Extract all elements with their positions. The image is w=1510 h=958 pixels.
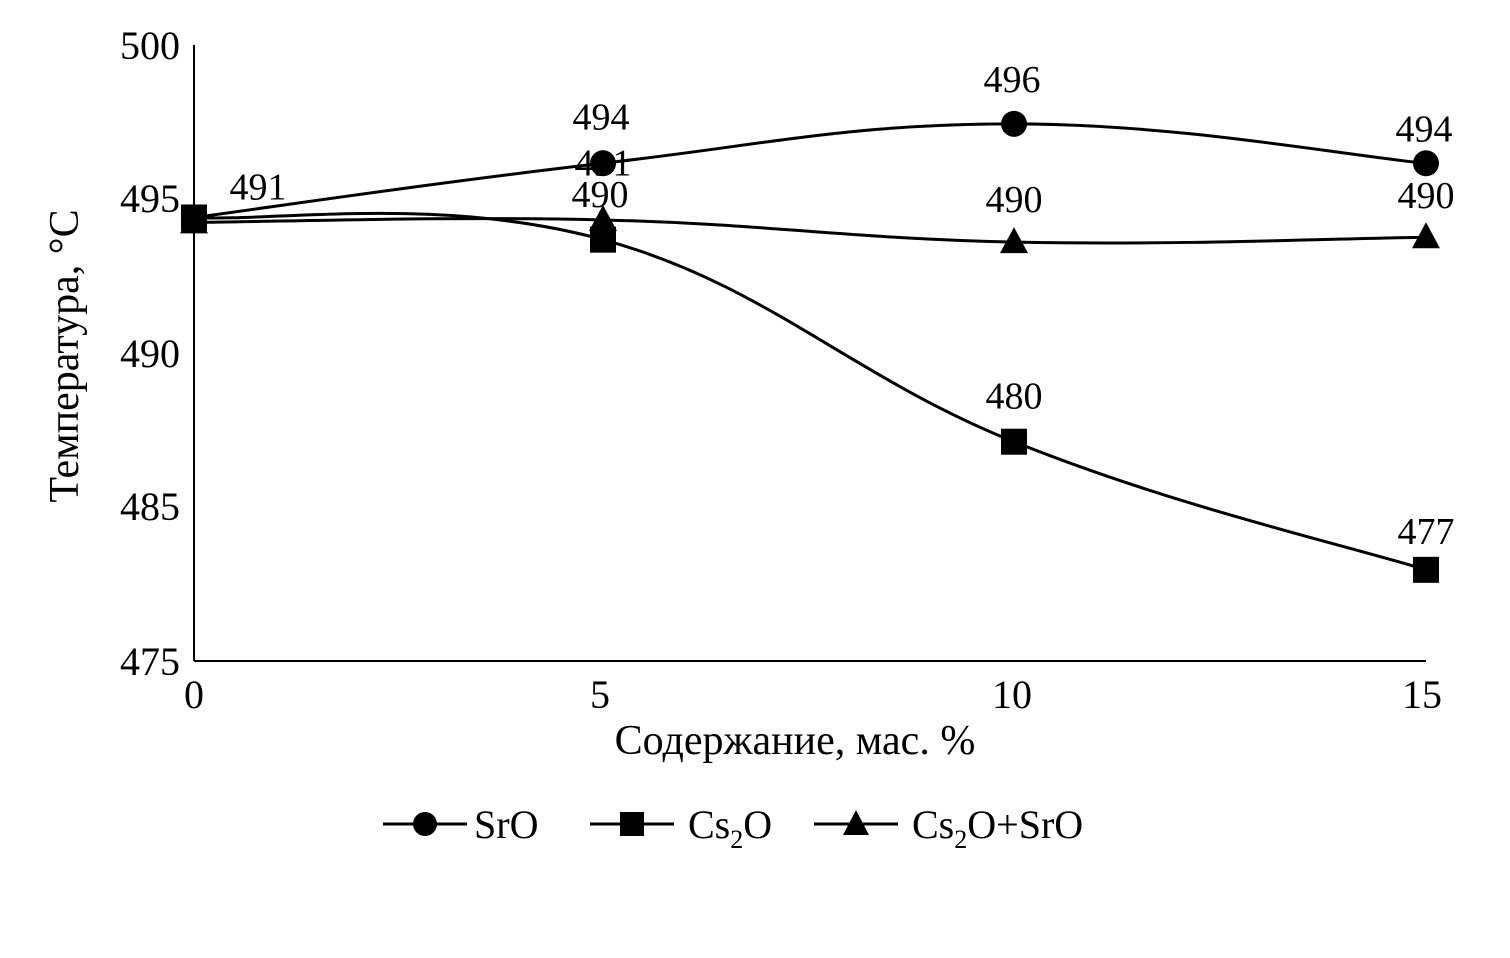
data-point-circle <box>1413 150 1439 177</box>
legend-item-cs2o: Cs2O <box>590 802 772 854</box>
data-point-square <box>1001 428 1027 455</box>
x-tick-label: 5 <box>590 672 610 717</box>
series-layer: 491 494 496 494 491 480 477 490 490 490 <box>180 59 1455 583</box>
x-tick-label: 15 <box>1402 672 1442 717</box>
legend-item-cs2o-sro: Cs2O+SrO <box>814 802 1083 854</box>
series-line <box>193 211 1427 572</box>
data-label: 480 <box>986 376 1043 418</box>
series-line <box>193 217 1427 245</box>
data-label: 490 <box>986 179 1043 221</box>
triangle-marker-icon <box>843 810 869 835</box>
data-point-square <box>1413 556 1439 583</box>
legend-label: SrO <box>474 802 538 847</box>
y-tick-label: 485 <box>120 484 180 529</box>
series-square-group: 491 480 477 <box>181 143 1455 583</box>
data-point-circle <box>1001 110 1027 137</box>
y-axis-title: Температура, °C <box>42 209 88 502</box>
data-label: 477 <box>1398 511 1455 553</box>
x-tick-label: 0 <box>184 672 204 717</box>
legend-label: Cs2O+SrO <box>912 802 1083 854</box>
x-tick-label: 10 <box>992 672 1032 717</box>
series-circle-group: 491 494 496 494 <box>181 59 1453 231</box>
data-label: 491 <box>230 166 287 208</box>
data-label: 490 <box>1398 175 1455 217</box>
data-label: 494 <box>573 96 630 138</box>
y-tick-label: 500 <box>120 23 180 68</box>
data-label: 490 <box>572 174 629 216</box>
legend-label: Cs2O <box>688 802 772 854</box>
data-point-triangle <box>589 204 617 231</box>
y-tick-label: 490 <box>120 331 180 376</box>
data-label: 494 <box>1396 108 1453 150</box>
legend: SrO Cs2O Cs2O+SrO <box>383 802 1083 854</box>
y-tick-label: 495 <box>120 176 180 221</box>
data-point-triangle <box>1000 227 1028 254</box>
data-point-triangle <box>180 207 208 234</box>
circle-marker-icon <box>413 812 437 836</box>
data-point-circle <box>590 150 616 177</box>
square-marker-icon <box>620 812 644 836</box>
data-label: 496 <box>984 59 1041 101</box>
legend-item-sro: SrO <box>383 802 538 847</box>
x-axis-title: Содержание, мас. % <box>615 718 976 764</box>
data-label: 491 <box>575 143 632 185</box>
data-point-triangle <box>1412 222 1440 249</box>
data-point-square <box>590 226 616 253</box>
series-line <box>193 122 1427 219</box>
series-triangle-group: 490 490 490 <box>180 174 1455 254</box>
y-tick-label: 475 <box>120 639 180 684</box>
